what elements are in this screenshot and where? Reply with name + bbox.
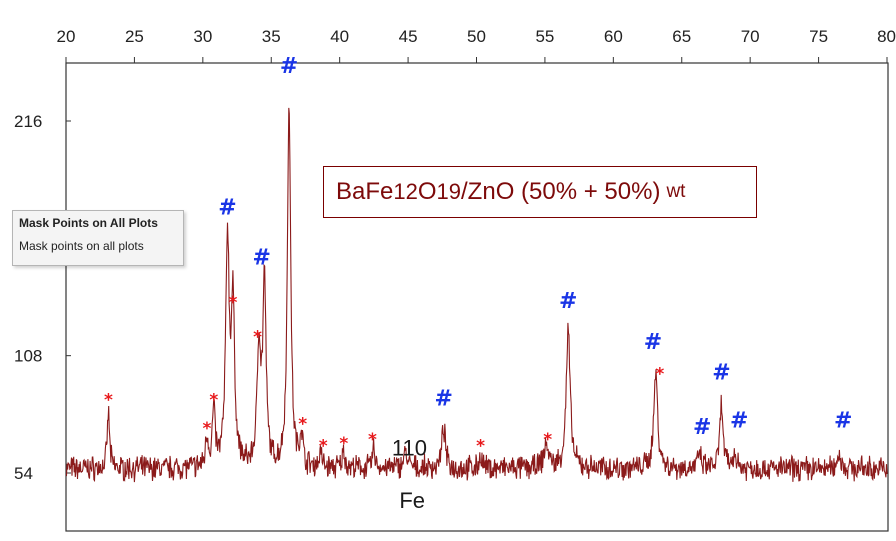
x-tick-label: 25 — [125, 27, 144, 46]
xrd-pattern-line — [65, 107, 888, 483]
star-marker: * — [339, 434, 348, 454]
star-marker: * — [209, 391, 218, 411]
hash-marker: # — [559, 289, 577, 314]
hash-marker: # — [693, 415, 711, 440]
mask-points-tooltip: Mask Points on All Plots Mask points on … — [12, 210, 184, 266]
star-marker: * — [104, 391, 113, 411]
star-marker: * — [543, 430, 552, 450]
star-marker: * — [319, 436, 328, 456]
y-tick-label: 216 — [14, 112, 42, 131]
annotation-label: 110 — [392, 436, 427, 461]
x-tick-label: 20 — [57, 27, 76, 46]
tooltip-title: Mask Points on All Plots — [19, 216, 158, 230]
hash-marker: # — [218, 195, 236, 220]
star-marker: * — [368, 430, 377, 450]
x-tick-label: 75 — [809, 27, 828, 46]
hash-marker: # — [730, 408, 748, 433]
x-tick-label: 45 — [399, 27, 418, 46]
y-tick-label: 54 — [14, 464, 33, 483]
hash-marker: # — [712, 361, 730, 386]
y-tick-label: 108 — [14, 347, 42, 366]
legend-formula-rest: /ZnO (50% + 50%) — [461, 178, 661, 205]
star-marker: * — [228, 293, 237, 313]
legend-formula-base: BaFe — [336, 178, 394, 205]
x-tick-label: 70 — [741, 27, 760, 46]
star-marker: * — [655, 365, 664, 385]
hash-marker: # — [434, 387, 452, 412]
star-marker: * — [476, 436, 485, 456]
star-marker: * — [202, 419, 211, 439]
x-tick-label: 35 — [262, 27, 281, 46]
hash-marker: # — [644, 330, 662, 355]
annotations: 110 Fe — [392, 436, 427, 513]
peak-markers: ######### #******* * * * ** — [104, 54, 852, 456]
x-tick-label: 30 — [193, 27, 212, 46]
annotation-label: Fe — [399, 488, 425, 513]
x-tick-label: 40 — [330, 27, 349, 46]
x-tick-label: 55 — [535, 27, 554, 46]
x-axis-ticks: 20 25 30 35 40 45 50 55 60 65 70 75 80 — [57, 27, 896, 63]
star-marker: * — [253, 328, 262, 348]
x-tick-label: 50 — [467, 27, 486, 46]
legend-formula-sub1: 12 — [393, 179, 418, 204]
tooltip-body: Mask points on all plots — [19, 239, 144, 253]
x-tick-label: 80 — [877, 27, 896, 46]
star-marker: * — [298, 415, 307, 435]
legend-formula-sub2: 19 — [436, 179, 462, 204]
hash-marker: # — [252, 245, 270, 270]
x-tick-label: 65 — [672, 27, 691, 46]
hash-marker: # — [834, 408, 852, 433]
y-axis-ticks: 54 108 216 — [14, 112, 71, 483]
x-tick-label: 60 — [604, 27, 623, 46]
hash-marker: # — [280, 54, 298, 79]
legend-box: BaFe 12 O 19/ZnO (50% + 50%) wt — [323, 166, 757, 218]
legend-unit: wt — [666, 181, 686, 202]
legend-formula-mid: O — [417, 178, 437, 205]
